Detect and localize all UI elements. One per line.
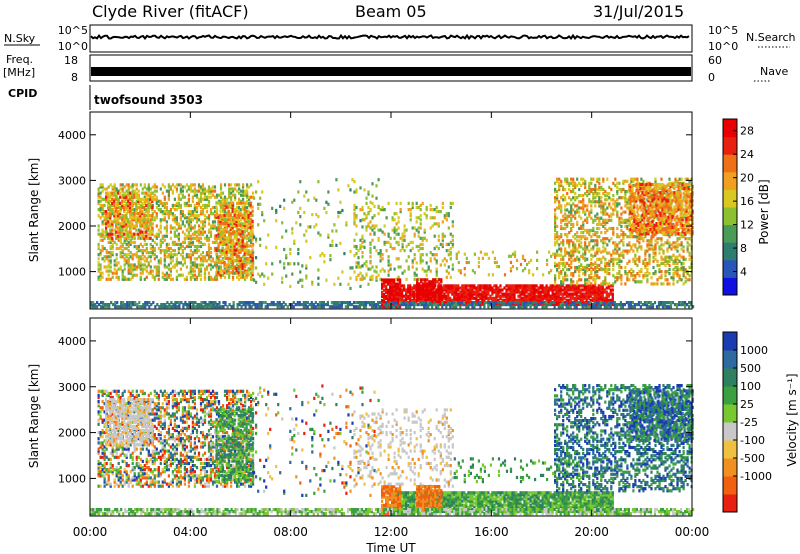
noise-tick-left-bottom: 10^0	[58, 40, 88, 53]
time-tick-label: 20:00	[574, 525, 609, 539]
noise-tick-right-top: 10^5	[708, 24, 738, 37]
velocity-ylabel: Slant Range [km]	[27, 364, 41, 468]
velocity-ytick-label: 4000	[58, 335, 86, 348]
power-colorbar-swatch	[723, 224, 737, 243]
frequency-series-band	[91, 67, 691, 76]
date-title: 31/Jul/2015	[593, 2, 684, 21]
frequency-panel: Freq. [MHz] 18 8 60 0 Nave	[3, 53, 788, 84]
velocity-colorbar-swatch	[723, 350, 737, 369]
noise-series-line	[90, 33, 690, 41]
velocity-colorbar-swatch	[723, 476, 737, 495]
power-colorbar: 4 8 12 16 20 24 28	[722, 118, 754, 296]
power-colorbar-swatch	[723, 119, 737, 138]
power-panel: 1000 2000 3000 4000 Slant Range [km]	[27, 111, 695, 310]
power-colorbar-swatch	[723, 242, 737, 261]
velocity-colorbar-tick: 25	[740, 398, 754, 411]
power-colorbar-swatch	[723, 259, 737, 278]
power-colorbar-tick: 20	[740, 172, 754, 185]
time-tick-label: 00:00	[73, 525, 108, 539]
power-ytick-label: 2000	[58, 220, 86, 233]
power-colorbar-swatch	[723, 277, 737, 296]
noise-tick-right-bottom: 10^0	[708, 40, 738, 53]
power-colorbar-tick: 12	[740, 219, 754, 232]
velocity-colorbar-swatch	[723, 368, 737, 387]
cpid-value: twofsound 3503	[94, 93, 203, 107]
nsearch-label: N.Search	[746, 31, 796, 44]
velocity-colorbar-label: Velocity [m s⁻¹]	[785, 373, 799, 466]
cpid-label: CPID	[8, 87, 37, 100]
power-colorbar-swatch	[723, 154, 737, 173]
time-tick-label: 00:00	[675, 525, 710, 539]
power-ylabel: Slant Range [km]	[27, 158, 41, 262]
velocity-colorbar-swatch	[723, 440, 737, 459]
power-colorbar-swatch	[723, 207, 737, 226]
power-colorbar-tick: 24	[740, 148, 754, 161]
power-ytick-label: 3000	[58, 174, 86, 187]
velocity-colorbar-tick: -500	[740, 452, 765, 465]
freq-unit-label: [MHz]	[3, 66, 35, 79]
nsky-label: N.Sky	[4, 32, 36, 45]
cpid-row: CPID twofsound 3503	[8, 85, 203, 110]
freq-tick-right-bottom: 0	[708, 71, 715, 84]
time-tick-label: 08:00	[273, 525, 308, 539]
velocity-ytick-label: 3000	[58, 381, 86, 394]
nave-label: Nave	[760, 65, 788, 78]
power-colorbar-swatch	[723, 171, 737, 190]
time-xlabel: Time UT	[365, 541, 416, 554]
velocity-colorbar-swatch	[723, 332, 737, 351]
velocity-colorbar-tick: 500	[740, 362, 761, 375]
velocity-ytick-label: 1000	[58, 472, 86, 485]
power-ytick-label: 4000	[58, 129, 86, 142]
power-colorbar-tick: 8	[740, 242, 747, 255]
velocity-ytick-label: 2000	[58, 427, 86, 440]
freq-label: Freq.	[6, 53, 33, 66]
velocity-colorbar-tick: -100	[740, 434, 765, 447]
velocity-colorbar-tick: 1000	[740, 344, 768, 357]
time-tick-label: 04:00	[173, 525, 208, 539]
freq-tick-right-top: 60	[708, 54, 722, 67]
power-colorbar-tick: 4	[740, 266, 747, 279]
power-colorbar-label: Power [dB]	[757, 179, 771, 244]
noise-tick-left-top: 10^5	[58, 24, 88, 37]
velocity-colorbar-swatch	[723, 404, 737, 423]
velocity-colorbar: 1000 500 100 25 -25 -100 -500 -1000	[722, 331, 772, 513]
velocity-colorbar-swatch	[723, 458, 737, 477]
power-colorbar-tick: 28	[740, 125, 754, 138]
power-colorbar-swatch	[723, 136, 737, 155]
power-scatter-cells	[90, 177, 695, 309]
power-ytick-label: 1000	[58, 266, 86, 279]
time-tick-label: 12:00	[374, 525, 409, 539]
velocity-colorbar-tick: -25	[740, 416, 758, 429]
time-tick-label: 16:00	[474, 525, 509, 539]
freq-tick-left-bottom: 8	[71, 71, 78, 84]
velocity-colorbar-tick: 100	[740, 380, 761, 393]
noise-panel: N.Sky 10^5 10^0 10^5 10^0 N.Search	[4, 24, 796, 53]
power-colorbar-swatch	[723, 189, 737, 208]
velocity-colorbar-tick: -1000	[740, 470, 772, 483]
velocity-scatter-cells	[90, 384, 695, 516]
velocity-colorbar-swatch	[723, 422, 737, 441]
power-colorbar-tick: 16	[740, 195, 754, 208]
beam-title: Beam 05	[355, 2, 427, 21]
velocity-panel: 1000 2000 3000 4000 00:00 04:00 08:00 12:00 16:…	[27, 112, 709, 554]
velocity-colorbar-swatch	[723, 386, 737, 405]
station-title: Clyde River (fitACF)	[92, 2, 249, 21]
velocity-colorbar-swatch	[723, 494, 737, 513]
freq-tick-left-top: 18	[64, 54, 78, 67]
